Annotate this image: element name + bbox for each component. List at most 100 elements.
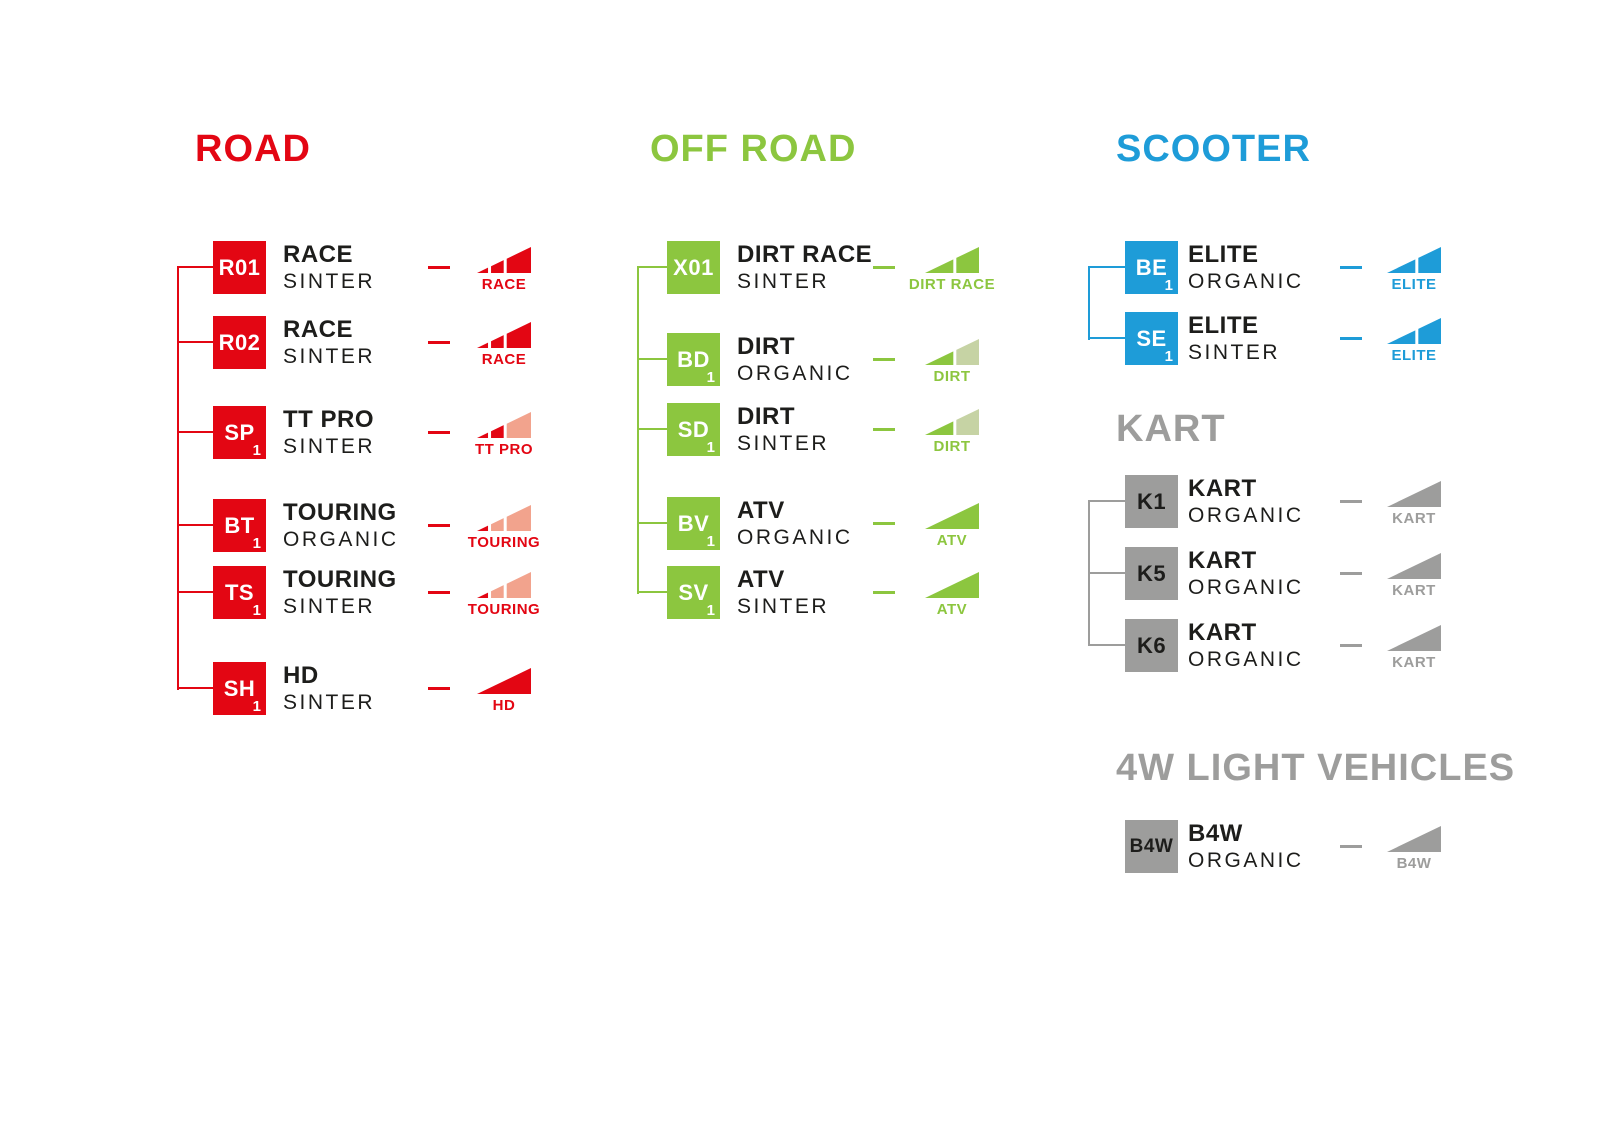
product-name: ATV (737, 497, 785, 524)
performance-icon-group: ATV (925, 572, 979, 620)
product-material: ORGANIC (1188, 504, 1304, 527)
dash-connector (1340, 845, 1362, 848)
offroad-category-bar (598, 133, 615, 620)
performance-triangle-icon (477, 322, 531, 348)
product-row-bt1: BT 1 TOURING ORGANIC TOURING (177, 499, 557, 552)
dash-connector (1340, 266, 1362, 269)
road-category-bar (143, 133, 160, 715)
product-row-x01: X01 DIRT RACE SINTER DIRT RACE (637, 241, 1017, 294)
product-code-subscript: 1 (706, 369, 715, 386)
product-name: DIRT (737, 403, 795, 430)
product-code-box: R02 (213, 316, 266, 369)
icon-label: TOURING (467, 534, 541, 551)
product-material: ORGANIC (1188, 270, 1304, 293)
product-material: SINTER (737, 595, 830, 618)
product-row-r02: R02 RACE SINTER RACE (177, 316, 557, 369)
kart-section-title: KART (1116, 408, 1226, 450)
product-code-subscript: 1 (252, 698, 261, 715)
performance-triangle-icon (925, 503, 979, 529)
product-name: ATV (737, 566, 785, 593)
scooter-tree-line (1088, 266, 1090, 340)
product-material: SINTER (283, 691, 376, 714)
product-code: X01 (673, 254, 714, 280)
product-code: BD (677, 346, 710, 372)
product-code-subscript: 1 (252, 442, 261, 459)
dash-connector (873, 591, 895, 594)
performance-icon-group: TT PRO (475, 412, 533, 460)
icon-label: KART (1392, 510, 1436, 527)
product-code: TS (224, 579, 255, 605)
product-row-k6: K6 KART ORGANIC KART (1088, 619, 1468, 672)
performance-triangle-icon (477, 572, 531, 598)
product-material: SINTER (283, 270, 376, 293)
product-name: KART (1188, 547, 1257, 574)
icon-label: KART (1392, 654, 1436, 671)
product-row-k5: K5 KART ORGANIC KART (1088, 547, 1468, 600)
performance-icon-group: TOURING (468, 572, 540, 620)
performance-triangle-icon (1387, 625, 1441, 651)
performance-icon-group: DIRT (925, 409, 979, 457)
icon-label: TOURING (467, 601, 541, 618)
product-code-box: SV 1 (667, 566, 720, 619)
performance-icon-group: B4W (1387, 826, 1441, 874)
dash-connector (1340, 644, 1362, 647)
product-name: RACE (283, 241, 354, 268)
product-material: ORGANIC (737, 362, 853, 385)
product-name: HD (283, 662, 319, 689)
performance-icon-group: ELITE (1387, 318, 1441, 366)
product-code-box: K5 (1125, 547, 1178, 600)
product-name: ELITE (1188, 241, 1259, 268)
icon-label: DIRT (933, 438, 971, 455)
product-code-box: B4W (1125, 820, 1178, 873)
icon-label: ELITE (1391, 347, 1437, 364)
tree-connector (637, 358, 667, 360)
tree-connector (177, 524, 213, 526)
icon-label: ELITE (1391, 276, 1437, 293)
performance-triangle-icon (1387, 553, 1441, 579)
product-code: SP (224, 419, 255, 445)
icon-label: DIRT (933, 368, 971, 385)
performance-triangle-icon (1387, 826, 1441, 852)
product-row-b4w: B4W B4W ORGANIC B4W (1088, 820, 1468, 873)
dash-connector (1340, 572, 1362, 575)
product-code: K6 (1136, 632, 1167, 658)
product-row-be1: BE 1 ELITE ORGANIC ELITE (1088, 241, 1468, 294)
icon-label: B4W (1396, 855, 1432, 872)
product-material: SINTER (737, 270, 830, 293)
performance-icon-group: TOURING (468, 505, 540, 553)
dash-connector (873, 428, 895, 431)
product-name: TT PRO (283, 406, 374, 433)
product-code-subscript: 1 (706, 439, 715, 456)
product-code-box: SH 1 (213, 662, 266, 715)
performance-triangle-icon (1387, 481, 1441, 507)
tree-connector (1088, 337, 1125, 339)
dash-connector (428, 266, 450, 269)
performance-triangle-icon (477, 505, 531, 531)
product-code-box: SP 1 (213, 406, 266, 459)
icon-label: ATV (936, 532, 968, 549)
product-code: R02 (218, 329, 261, 355)
product-material: ORGANIC (283, 528, 399, 551)
tree-connector (637, 591, 667, 593)
dash-connector (428, 524, 450, 527)
product-name: TOURING (283, 499, 397, 526)
product-code: BV (677, 510, 710, 536)
performance-icon-group: RACE (477, 322, 531, 370)
tree-connector (1088, 500, 1125, 502)
product-material: SINTER (283, 345, 376, 368)
product-code-box: BE 1 (1125, 241, 1178, 294)
dash-connector (428, 341, 450, 344)
icon-label: TT PRO (475, 441, 533, 458)
dash-connector (428, 591, 450, 594)
product-code-subscript: 1 (1164, 277, 1173, 294)
product-material: ORGANIC (1188, 648, 1304, 671)
product-material: SINTER (283, 435, 376, 458)
dash-connector (873, 522, 895, 525)
performance-icon-group: RACE (477, 247, 531, 295)
performance-icon-group: HD (477, 668, 531, 716)
product-code: K5 (1136, 560, 1167, 586)
product-material: ORGANIC (737, 526, 853, 549)
product-code-box: SD 1 (667, 403, 720, 456)
performance-triangle-icon (477, 668, 531, 694)
product-row-bv1: BV 1 ATV ORGANIC ATV (637, 497, 1017, 550)
